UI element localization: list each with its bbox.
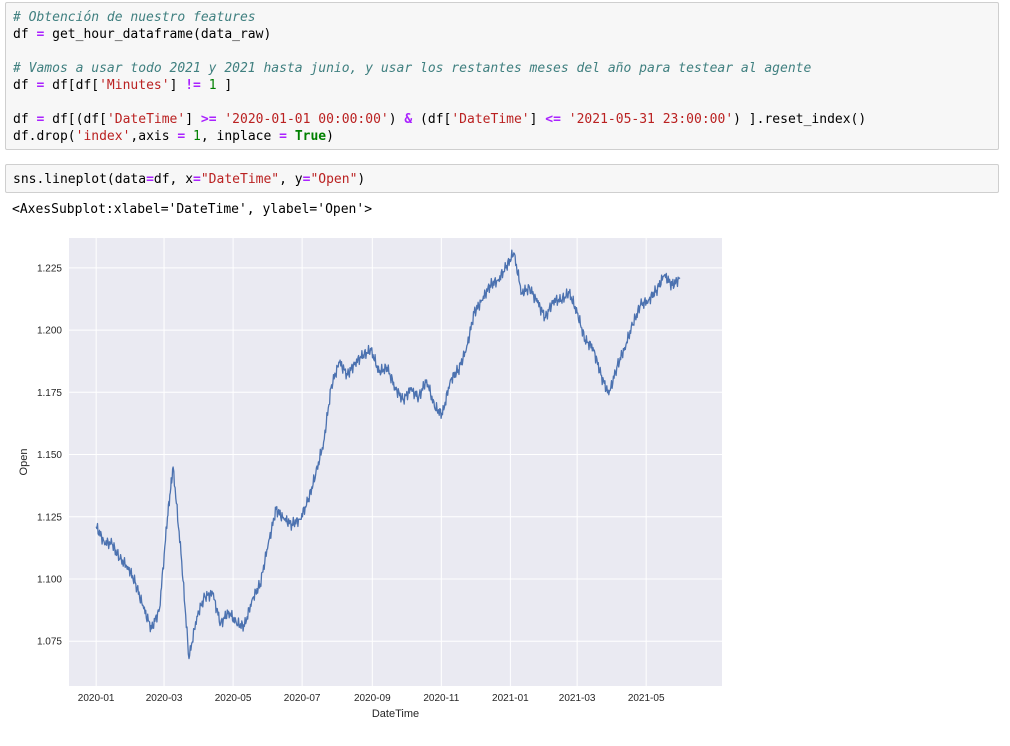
code-token: # Vamos a usar todo 2021 y 2021 hasta ju… [13, 61, 812, 76]
cell-output-text: <AxesSubplot:xlabel='DateTime', ylabel='… [12, 202, 373, 217]
x-axis-label: DateTime [372, 708, 419, 720]
x-tick-label: 2021-03 [559, 693, 596, 704]
code-token: = [36, 78, 45, 93]
code-token: <= [545, 112, 561, 127]
code-token: ] [185, 112, 201, 127]
code-token: df [13, 27, 37, 42]
code-token: ) [326, 129, 334, 144]
code-cell-1[interactable]: # Obtención de nuestro features df = get_… [5, 2, 999, 150]
y-tick-label: 1.200 [37, 326, 62, 337]
code-token: df[df[ [44, 78, 100, 93]
code-token: ] [216, 78, 233, 93]
code-token: # Obtención de nuestro features [13, 10, 256, 25]
code-token: '2020-01-01 00:00:00' [224, 112, 389, 127]
code-token: df [13, 78, 37, 93]
code-cell-2[interactable]: sns.lineplot(data=df, x="DateTime", y="O… [5, 164, 999, 193]
code-token: = [177, 129, 186, 144]
code-cell-1-lines: # Obtención de nuestro features df = get_… [13, 9, 991, 145]
code-token: = [279, 129, 287, 144]
code-token: df, x [153, 172, 194, 187]
code-line: df = get_hour_dataframe(data_raw) [13, 26, 991, 43]
code-token: >= [200, 112, 217, 127]
code-line: df = df[df['Minutes'] != 1 ] [13, 77, 991, 94]
code-token: 1 [208, 78, 217, 93]
y-tick-label: 1.225 [37, 263, 62, 274]
code-token: True [294, 129, 327, 144]
code-line: # Vamos a usar todo 2021 y 2021 hasta ju… [13, 60, 991, 77]
code-token: = [193, 172, 201, 187]
code-token: ) ].reset_index() [733, 112, 867, 127]
x-tick-label: 2020-07 [284, 693, 321, 704]
code-token: = [36, 27, 45, 42]
y-tick-label: 1.100 [37, 574, 62, 585]
code-token: != [185, 78, 201, 93]
code-token: df [13, 112, 37, 127]
code-token: df.drop( [13, 129, 76, 144]
code-token: df[(df[ [44, 112, 107, 127]
series-line-open [95, 249, 681, 660]
code-token: "DateTime" [200, 172, 280, 187]
y-tick-label: 1.125 [37, 512, 62, 523]
code-token: = [36, 112, 45, 127]
y-axis-label: Open [18, 449, 30, 476]
code-token: 'Minutes' [99, 78, 170, 93]
code-token: ) [357, 172, 366, 187]
code-token: sns.lineplot(data [13, 172, 147, 187]
x-tick-label: 2020-09 [354, 693, 391, 704]
x-tick-label: 2021-01 [492, 693, 529, 704]
plot-area [69, 238, 722, 686]
x-tick-label: 2021-05 [628, 693, 665, 704]
x-tick-label: 2020-11 [423, 693, 459, 704]
code-token: 1 [193, 129, 201, 144]
code-line: df.drop('index',axis = 1, inplace = True… [13, 128, 991, 145]
code-token: 'index' [75, 129, 131, 144]
x-tick-label: 2020-01 [78, 693, 115, 704]
code-line: sns.lineplot(data=df, x="DateTime", y="O… [13, 171, 991, 188]
code-token: get_hour_dataframe(data_raw) [44, 27, 272, 42]
y-tick-label: 1.075 [37, 637, 62, 648]
y-tick-label: 1.150 [37, 450, 62, 461]
code-token: 'DateTime' [106, 112, 186, 127]
code-token: , y [279, 172, 303, 187]
code-line: # Obtención de nuestro features [13, 9, 991, 26]
code-cell-2-lines: sns.lineplot(data=df, x="DateTime", y="O… [13, 171, 991, 188]
y-tick-label: 1.175 [37, 388, 62, 399]
code-token: , inplace [200, 129, 280, 144]
code-token: ,axis [130, 129, 178, 144]
code-line: df = df[(df['DateTime'] >= '2020-01-01 0… [13, 111, 991, 128]
code-token: (df[ [412, 112, 452, 127]
code-token: ] [529, 112, 546, 127]
code-token: 'DateTime' [451, 112, 530, 127]
x-tick-label: 2020-03 [146, 693, 183, 704]
x-tick-label: 2020-05 [215, 693, 252, 704]
code-token: '2021-05-31 23:00:00' [568, 112, 734, 127]
code-token: "Open" [310, 172, 358, 187]
code-token: = [146, 172, 154, 187]
code-token: ] [169, 78, 186, 93]
code-token: ) [388, 112, 405, 127]
code-token: & [404, 112, 413, 127]
code-token: = [302, 172, 311, 187]
